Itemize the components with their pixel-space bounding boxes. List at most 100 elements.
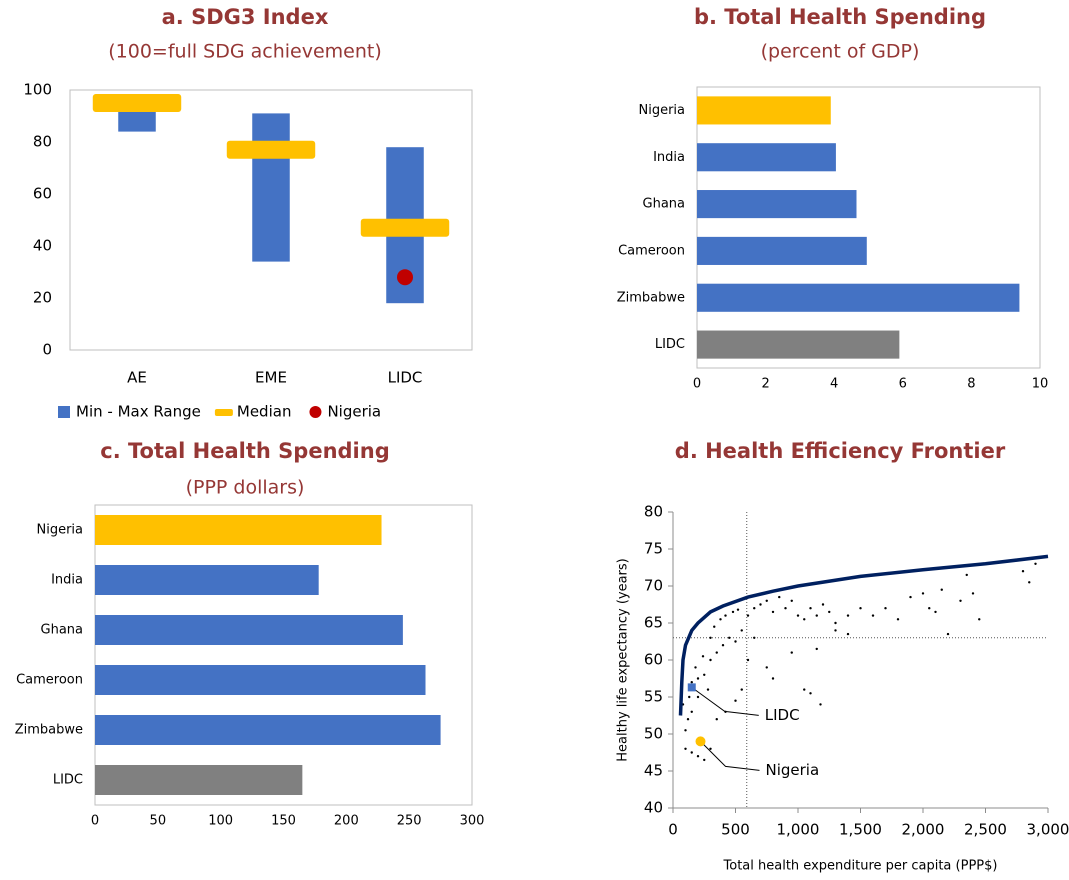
x-tick-label: 0 [91,814,99,829]
x-tick-label: 300 [460,814,485,829]
nigeria-point [397,269,413,286]
x-tick-label: 3,000 [1027,821,1069,839]
bar [697,143,836,172]
chart-title: d. Health Efficiency Frontier [675,439,1006,463]
x-tick-label: 2 [761,377,769,392]
country-point [946,632,950,636]
country-point [734,640,737,643]
country-point [753,607,756,610]
y-tick-label: 50 [644,725,663,743]
median-bar [226,140,316,159]
chart-subtitle: (PPP dollars) [186,477,305,499]
country-point [846,614,850,617]
country-point [771,677,775,680]
leader-line [700,741,760,771]
x-tick-label: EME [255,369,287,387]
bar [95,715,441,745]
annotation: LIDC [765,706,800,724]
x-tick-label: 150 [271,814,296,829]
country-point [815,614,818,617]
bar [697,283,1020,312]
annotation: Nigeria [766,761,820,779]
country-point [746,658,750,662]
bar [697,96,831,125]
x-tick-label: 2,000 [902,821,945,839]
y-tick-label: LIDC [53,773,83,788]
x-tick-label: 0 [668,821,678,839]
x-axis-label: Total health expenditure per capita (PPP… [723,859,998,874]
country-point [819,703,822,706]
y-tick-label: 60 [644,651,663,669]
country-point [1021,570,1025,573]
y-tick-label: Ghana [41,623,84,638]
country-point [706,688,710,691]
country-point [696,677,700,680]
country-point [965,573,968,577]
y-tick-label: 70 [644,577,663,595]
highlight-point [695,736,706,747]
y-tick-label: 55 [644,688,663,706]
country-point [815,647,818,651]
country-point [696,695,700,699]
y-tick-label: 60 [33,185,52,203]
chart-subtitle: (100=full SDG achievement) [108,41,382,63]
country-point [803,688,806,691]
bar [95,565,319,595]
y-tick-label: 0 [42,341,52,359]
country-point [846,632,850,636]
country-point [684,747,687,750]
country-point [790,651,793,654]
y-tick-label: 80 [644,503,663,521]
country-point [690,710,693,713]
country-point [790,599,793,602]
country-point [724,614,727,617]
country-point [940,588,943,591]
y-tick-label: Cameroon [16,673,83,688]
highlight-point [687,683,696,692]
country-point [959,599,962,602]
country-point [753,636,756,639]
country-point [728,636,731,639]
country-point [934,610,937,614]
x-tick-label: 8 [967,377,975,392]
y-tick-label: India [653,150,685,165]
y-tick-label: India [51,573,83,588]
country-point [696,755,700,758]
country-point [740,629,743,632]
country-point [803,618,806,621]
country-point [686,718,690,721]
country-point [884,607,887,610]
chart-title: b. Total Health Spending [694,5,986,29]
plot-frame [69,89,473,351]
country-point [759,603,762,606]
country-point [921,592,925,595]
legend-label: Min - Max Range [76,403,201,421]
leader-line [691,686,759,716]
country-point [690,681,693,684]
x-tick-label: 100 [208,814,233,829]
country-point [828,610,831,614]
country-point [701,655,705,658]
y-tick-label: Nigeria [638,103,685,118]
y-tick-label: LIDC [655,337,685,352]
legend-swatch [214,409,233,416]
country-point [703,673,706,676]
country-point [734,699,737,702]
y-tick-label: 80 [33,133,52,151]
median-bar [92,94,182,112]
plot-frame [696,86,1041,369]
country-point [709,636,712,639]
chart-title: c. Total Health Spending [100,439,389,463]
legend-swatch [309,406,322,418]
plot-frame [94,504,473,806]
bar [95,665,426,695]
x-tick-label: 250 [397,814,422,829]
bar [95,615,403,645]
country-point [765,666,768,669]
y-tick-label: Cameroon [618,243,685,258]
country-point [688,695,691,699]
country-point [721,644,725,647]
x-tick-label: 4 [830,377,838,392]
country-point [1028,581,1031,584]
